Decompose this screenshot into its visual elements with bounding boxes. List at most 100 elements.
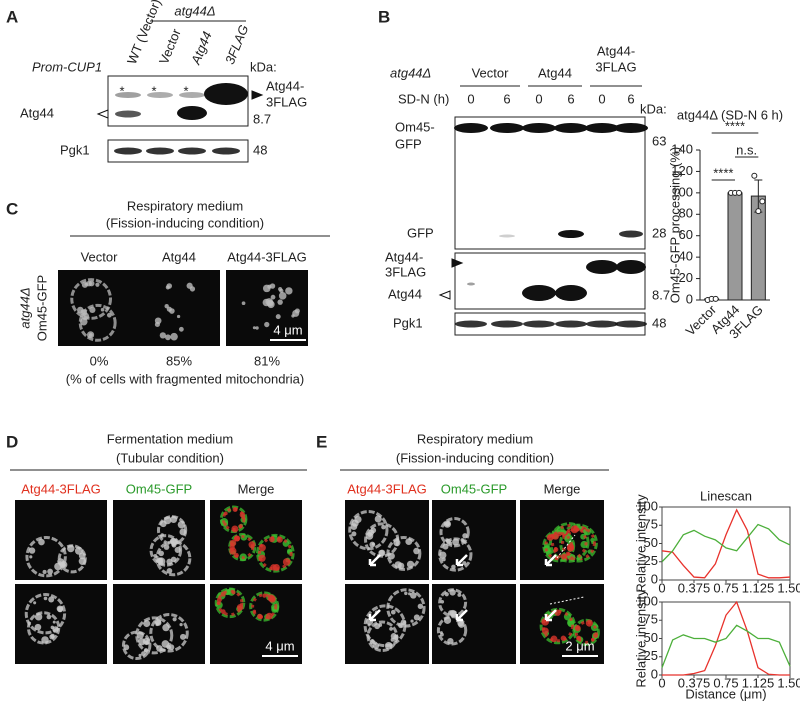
micrograph (432, 584, 516, 664)
arrow (544, 554, 557, 567)
x-tick-label: 1.125 (742, 580, 775, 595)
mitochondria (89, 306, 96, 313)
mitochondria (541, 609, 575, 643)
label: GFP (407, 225, 434, 240)
label: (% of cells with fragmented mitochondria… (66, 371, 304, 386)
mitochondria (363, 604, 407, 648)
label: Atg44- (597, 43, 635, 58)
mitochondria (546, 534, 554, 541)
arrowhead (251, 90, 264, 100)
mitochondria (29, 555, 33, 559)
label: Atg44 (20, 105, 54, 120)
mitochondria (238, 524, 243, 529)
mitochondria (448, 541, 453, 545)
x-tick-label: 0 (658, 580, 665, 595)
mitochondria (28, 547, 36, 554)
mitochondria (462, 561, 467, 566)
mitochondria (81, 312, 90, 321)
label: 8.7 (652, 287, 670, 302)
mitochondria (231, 525, 239, 533)
mitochondria (457, 592, 462, 597)
label: Vector (156, 26, 184, 66)
mitochondria (248, 541, 256, 549)
mitochondria (262, 284, 271, 293)
mitochondria (350, 523, 358, 531)
label: 48 (652, 315, 666, 330)
label: Om45- (395, 119, 435, 134)
mitochondria (26, 611, 61, 645)
mitochondria (565, 551, 570, 556)
band (114, 147, 142, 155)
mitochondria (452, 538, 460, 546)
label: Atg44- (266, 78, 304, 93)
mitochondria (255, 326, 259, 330)
mitochondria (413, 547, 420, 555)
mitochondria (223, 522, 227, 526)
label: A (6, 7, 18, 26)
mitochondria (170, 556, 177, 563)
mitochondria (393, 634, 399, 640)
x-tick-label: 1.125 (742, 675, 775, 690)
mitochondria (179, 528, 187, 536)
label: E (316, 432, 327, 451)
blot (454, 116, 646, 250)
replicate-point (712, 295, 719, 302)
mitochondria (585, 619, 593, 627)
replicate-point (759, 198, 766, 205)
y-tick-label: 60 (679, 227, 693, 242)
label: 81% (254, 353, 280, 368)
mitochondria (52, 620, 56, 624)
y-tick-label: 50 (644, 630, 658, 645)
label: C (6, 199, 18, 218)
mitochondria (550, 635, 558, 643)
band (586, 260, 618, 274)
mitochondria (179, 633, 187, 640)
label: Om45-GFP processing (%) (667, 147, 682, 304)
mitochondria (590, 637, 595, 642)
mitochondria (381, 524, 386, 530)
label: 3FLAG (385, 264, 426, 279)
label: 6 (503, 91, 510, 106)
band (177, 106, 207, 120)
mitochondria (78, 557, 87, 565)
mitochondria (178, 326, 184, 332)
mitochondria (291, 314, 295, 318)
y-tick-label: 25 (644, 553, 658, 568)
label: GFP (395, 136, 422, 151)
mitochondria (575, 528, 580, 532)
mitochondria (41, 636, 49, 644)
mitochondria (258, 544, 266, 552)
mitochondria (229, 539, 237, 547)
mitochondria (417, 603, 424, 610)
band (522, 285, 556, 301)
label: Om45-GFP (126, 481, 192, 496)
mitochondria (241, 301, 246, 306)
mitochondria (38, 538, 45, 546)
label: Respiratory medium (127, 198, 243, 213)
mitochondria (59, 560, 68, 569)
mitochondria (220, 591, 226, 597)
y-tick-label: 120 (671, 163, 693, 178)
label: Atg44 (388, 286, 422, 301)
y-tick-label: 0 (651, 571, 658, 586)
line-series (661, 624, 791, 668)
label: atg44Δ (390, 65, 431, 80)
mitochondria (541, 627, 549, 635)
bar (727, 192, 743, 301)
replicate-point (755, 208, 762, 215)
label: Respiratory medium (417, 431, 533, 446)
label: Relative intensity (633, 494, 648, 593)
mitochondria (163, 544, 170, 550)
mitochondria (46, 614, 52, 620)
mitochondria (238, 605, 242, 610)
mitochondria (106, 312, 112, 318)
y-tick-label: 100 (636, 593, 658, 608)
band (178, 147, 206, 155)
label: Pgk1 (393, 315, 423, 330)
mitochondria (239, 512, 246, 518)
label: atg44Δ (17, 287, 32, 328)
label: Distance (μm) (685, 686, 766, 701)
mitochondria (439, 631, 443, 635)
mitochondria (413, 614, 420, 621)
